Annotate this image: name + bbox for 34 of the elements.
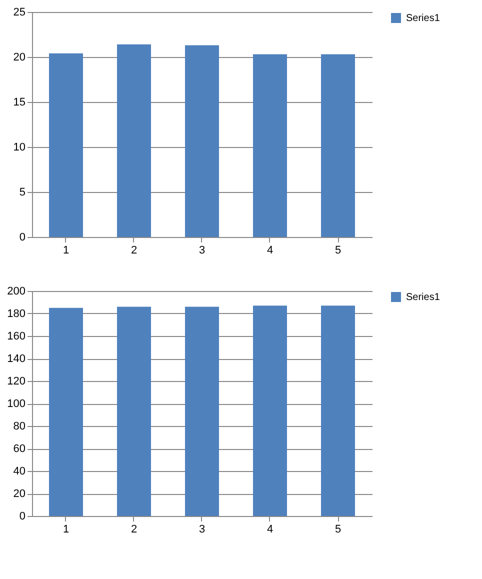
x-tick-label: 2 — [130, 524, 138, 536]
y-tick-label: 160 — [7, 330, 26, 342]
x-tick-label: 5 — [334, 524, 342, 536]
bar — [117, 44, 151, 237]
y-tick-label: 180 — [7, 308, 26, 320]
y-tick-label: 0 — [19, 232, 26, 244]
y-tick-label: 40 — [13, 466, 26, 478]
y-tick-label: 200 — [7, 286, 26, 298]
legend-label: Series1 — [406, 13, 440, 24]
legend-label: Series1 — [406, 292, 440, 303]
y-tick-label: 100 — [7, 398, 26, 410]
y-tick-label: 140 — [7, 353, 26, 365]
y-tick-label: 20 — [13, 488, 26, 500]
bar — [321, 54, 355, 237]
x-tick-label: 4 — [266, 244, 274, 256]
x-tick-label: 3 — [198, 244, 206, 256]
x-tick-label: 4 — [266, 524, 274, 536]
bar — [253, 54, 287, 237]
x-tick-label: 1 — [62, 244, 70, 256]
bar — [49, 53, 83, 237]
y-tick-label: 20 — [13, 52, 26, 64]
bar — [185, 45, 219, 237]
y-tick-label: 60 — [13, 443, 26, 455]
y-tick-label: 80 — [13, 420, 26, 432]
y-tick-label: 5 — [19, 186, 26, 198]
x-tick-label: 3 — [198, 524, 206, 536]
y-tick-label: 10 — [13, 142, 26, 154]
y-tick-label: 25 — [13, 6, 26, 18]
y-tick-label: 15 — [13, 96, 26, 108]
x-tick-label: 1 — [62, 524, 70, 536]
x-tick-label: 5 — [334, 244, 342, 256]
y-tick-label: 0 — [19, 510, 26, 522]
x-tick-label: 2 — [130, 244, 138, 256]
y-tick-label: 120 — [7, 376, 26, 388]
